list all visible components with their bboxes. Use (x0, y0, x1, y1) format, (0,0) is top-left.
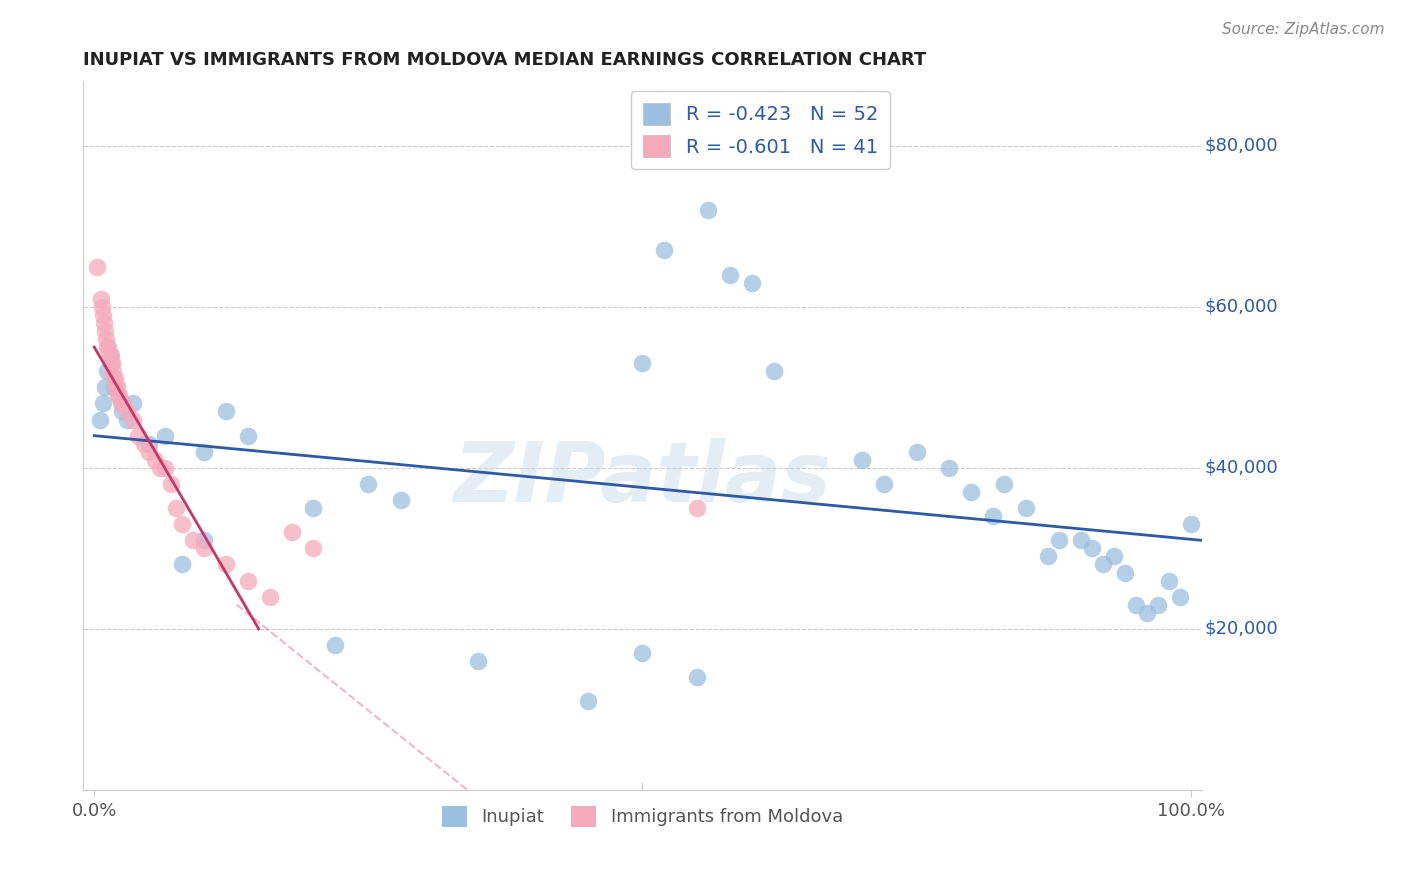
Point (155, 428, 177, 442)
Point (100, 356, 122, 370)
Point (357, 477, 380, 491)
Point (1180, 517, 1202, 532)
Point (193, 533, 215, 548)
Point (1015, 501, 1038, 516)
Point (127, 428, 149, 442)
Point (155, 460, 177, 475)
Point (325, 638, 347, 652)
Point (115, 404, 138, 418)
Point (631, 646, 654, 660)
Point (1157, 574, 1180, 588)
Point (762, 364, 785, 378)
Point (115, 412, 138, 426)
Point (138, 436, 160, 450)
Point (993, 477, 1015, 491)
Point (94, 324, 117, 338)
Point (96, 340, 118, 354)
Point (302, 501, 325, 516)
Point (1136, 606, 1159, 620)
Point (138, 444, 160, 458)
Point (697, 203, 720, 218)
Point (851, 452, 873, 467)
Point (960, 485, 983, 500)
Point (718, 268, 741, 282)
Point (103, 380, 125, 394)
Point (1047, 533, 1070, 548)
Point (259, 590, 281, 604)
Point (90, 292, 112, 306)
Text: $20,000: $20,000 (1205, 620, 1278, 638)
Point (165, 501, 187, 516)
Point (1125, 598, 1147, 612)
Point (905, 444, 928, 458)
Point (686, 501, 709, 516)
Point (1036, 549, 1059, 564)
Point (938, 460, 960, 475)
Point (389, 493, 412, 508)
Point (105, 380, 128, 394)
Point (170, 558, 193, 572)
Point (149, 460, 172, 475)
Point (1102, 549, 1125, 564)
Point (98, 348, 121, 362)
Point (215, 558, 238, 572)
Point (1091, 558, 1114, 572)
Point (1070, 533, 1092, 548)
Point (110, 404, 132, 418)
Legend: Inupiat, Immigrants from Moldova: Inupiat, Immigrants from Moldova (434, 798, 851, 834)
Point (631, 356, 654, 370)
Point (160, 477, 183, 491)
Point (1114, 566, 1136, 580)
Point (181, 533, 204, 548)
Point (576, 694, 599, 708)
Text: $40,000: $40,000 (1205, 458, 1278, 477)
Point (981, 509, 1004, 524)
Text: ZIPatlas: ZIPatlas (454, 438, 831, 518)
Point (1081, 541, 1104, 556)
Point (652, 244, 675, 258)
Point (1168, 590, 1191, 604)
Point (101, 364, 124, 378)
Point (91, 308, 114, 322)
Point (100, 348, 122, 362)
Text: INUPIAT VS IMMIGRANTS FROM MOLDOVA MEDIAN EARNINGS CORRELATION CHART: INUPIAT VS IMMIGRANTS FROM MOLDOVA MEDIA… (83, 51, 927, 69)
Point (96, 332, 118, 346)
Text: $80,000: $80,000 (1205, 136, 1278, 154)
Point (91, 396, 114, 410)
Point (143, 452, 166, 467)
Point (104, 372, 127, 386)
Point (193, 444, 215, 458)
Point (90, 300, 112, 314)
Point (236, 574, 259, 588)
Point (97, 340, 120, 354)
Point (302, 541, 325, 556)
Point (108, 388, 131, 402)
Point (121, 396, 143, 410)
Point (89, 412, 111, 426)
Point (110, 396, 132, 410)
Point (170, 517, 193, 532)
Text: $60,000: $60,000 (1205, 298, 1278, 316)
Point (93, 316, 115, 330)
Point (107, 388, 129, 402)
Point (236, 428, 259, 442)
Point (100, 356, 122, 370)
Point (94, 380, 117, 394)
Point (872, 477, 894, 491)
Point (121, 412, 143, 426)
Point (193, 541, 215, 556)
Point (96, 364, 118, 378)
Point (1146, 598, 1168, 612)
Point (105, 380, 128, 394)
Point (132, 436, 155, 450)
Point (467, 654, 489, 668)
Point (280, 525, 302, 540)
Point (741, 276, 763, 290)
Point (686, 670, 709, 684)
Point (103, 372, 125, 386)
Text: Source: ZipAtlas.com: Source: ZipAtlas.com (1222, 22, 1385, 37)
Point (110, 396, 132, 410)
Point (86, 260, 108, 274)
Point (215, 404, 238, 418)
